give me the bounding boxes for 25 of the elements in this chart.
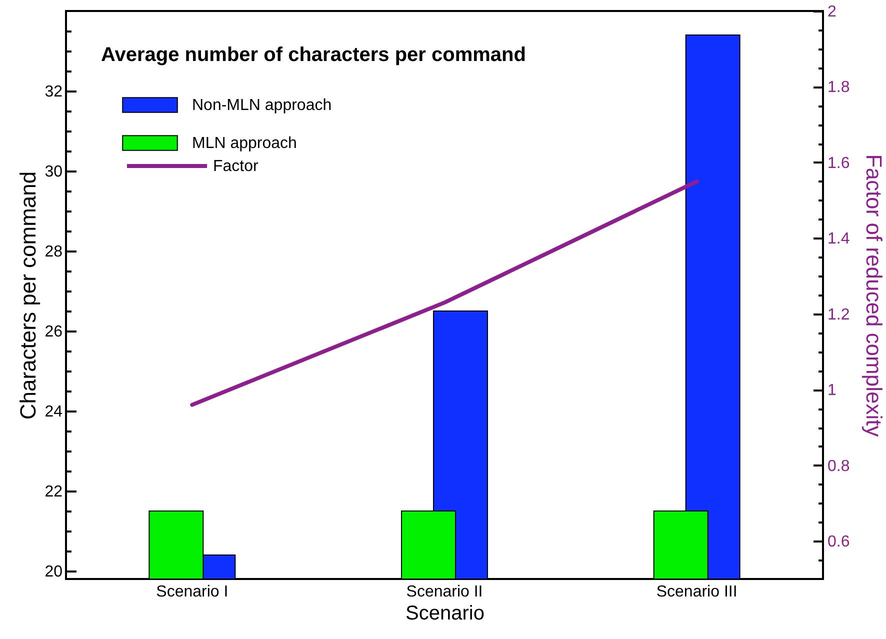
y2-tick-label: 1 <box>828 382 836 400</box>
y2-tick-label: 1.8 <box>828 79 850 96</box>
y-tick-label: 28 <box>44 244 63 260</box>
text: Average number of characters per command <box>101 44 526 66</box>
y-tick-label: 20 <box>44 564 63 580</box>
y2-tick-label: 0.8 <box>828 458 850 475</box>
x-tick-label: Scenario III <box>656 584 738 600</box>
y-tick-label: 26 <box>44 324 63 340</box>
y2-tick-label: 0.6 <box>828 534 850 551</box>
y2-axis-title: Factor of reduced complexity <box>862 154 886 437</box>
y2-tick-label: 1.4 <box>828 230 850 248</box>
y-tick-label: 22 <box>44 484 63 500</box>
y2-tick-label: 1.2 <box>828 306 850 324</box>
y-tick-label: 30 <box>44 164 63 180</box>
y-tick-label: 32 <box>44 84 63 100</box>
y-axis-title: Characters per command <box>16 171 41 420</box>
legend-label: MLN approach <box>192 135 297 152</box>
x-tick-label: Scenario II <box>406 584 483 600</box>
legend-label: Non-MLN approach <box>192 97 332 114</box>
legend-label: Factor <box>213 158 260 175</box>
x-tick-label: Scenario I <box>156 584 228 600</box>
y2-tick-label: 1.6 <box>828 154 850 172</box>
y-tick-label: 24 <box>44 404 63 420</box>
x-axis-title: Scenario <box>406 602 484 624</box>
y2-tick-label: 2 <box>828 4 836 20</box>
